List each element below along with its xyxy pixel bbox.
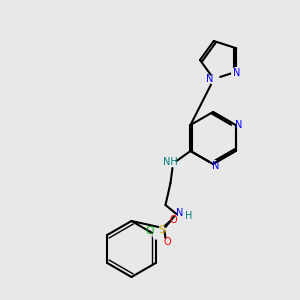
Text: N: N: [176, 208, 183, 218]
Text: N: N: [233, 68, 241, 78]
Text: NH: NH: [163, 157, 178, 167]
Text: H: H: [185, 211, 192, 221]
Text: N: N: [212, 161, 220, 171]
Text: O: O: [170, 215, 177, 225]
Text: Cl: Cl: [146, 226, 155, 236]
Text: O: O: [164, 237, 171, 247]
Text: S: S: [158, 225, 165, 235]
Text: N: N: [235, 120, 242, 130]
Text: N: N: [206, 74, 214, 84]
